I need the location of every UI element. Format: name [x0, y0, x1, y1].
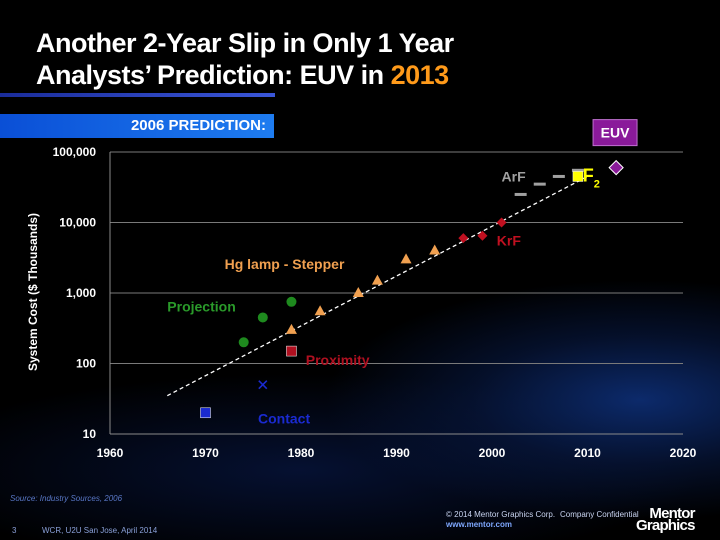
series-label-contact: Contact: [258, 411, 310, 427]
series-label-projection: Projection: [167, 298, 235, 314]
series-label-arf: ArF: [502, 169, 527, 185]
y-tick-label: 100,000: [53, 145, 97, 159]
title-prefix: Analysts’ Prediction: EUV in: [36, 60, 391, 90]
euv-label: EUV: [601, 125, 630, 141]
x-tick-label: 2020: [670, 446, 697, 460]
y-tick-label: 100: [76, 357, 96, 371]
prediction-banner: 2006 PREDICTION:: [0, 114, 274, 138]
data-point-dash: [514, 192, 527, 196]
page-number: 3: [12, 526, 17, 535]
data-point-circle: [286, 296, 297, 307]
data-point-triangle: [285, 323, 297, 334]
y-axis-label: System Cost ($ Thousands): [26, 213, 40, 371]
mentor-graphics-logo: Mentor Graphics: [636, 505, 695, 534]
trend-line: [166, 175, 588, 397]
logo-line1: Mentor: [649, 505, 695, 522]
data-point-triangle: [352, 287, 364, 297]
data-point-circle: [238, 337, 249, 348]
source-note: Source: Industry Sources, 2006: [10, 494, 123, 503]
data-point-triangle: [400, 253, 412, 264]
data-point-square: [200, 407, 211, 419]
euv-label-box: [592, 119, 638, 147]
title-underline: [0, 93, 275, 97]
website-link[interactable]: www.mentor.com: [446, 520, 512, 529]
x-tick-label: 2010: [574, 446, 601, 460]
data-point-dash: [571, 168, 584, 172]
data-point-triangle: [429, 244, 441, 255]
series-label-hg-lamp-stepper: Hg lamp - Stepper: [225, 256, 345, 272]
data-point-triangle: [314, 305, 326, 316]
data-point-dash: [552, 174, 565, 178]
y-tick-label: 1,000: [66, 286, 96, 300]
slide-title-line2: Analysts’ Prediction: EUV in 2013: [36, 60, 449, 91]
x-tick-label: 1980: [288, 446, 315, 460]
data-point-square: [286, 345, 297, 357]
logo-line2: Graphics: [636, 517, 695, 534]
confidential-notice: Company Confidential: [560, 510, 639, 519]
data-point-square: [572, 171, 584, 182]
data-point-triangle: [371, 274, 383, 285]
f2-label: F2: [583, 166, 600, 191]
series-label-proximity: Proximity: [306, 352, 370, 368]
copyright-notice: © 2014 Mentor Graphics Corp.: [446, 510, 556, 519]
x-tick-label: 1960: [97, 446, 124, 460]
data-point-x: [258, 380, 268, 390]
data-point-diamond: [477, 230, 488, 241]
x-tick-label: 1970: [192, 446, 219, 460]
data-point-diamond: [496, 217, 507, 228]
y-tick-label: 10: [83, 427, 97, 441]
data-point-diamond: [458, 233, 469, 244]
x-tick-label: 1990: [383, 446, 410, 460]
series-label-krf: KrF: [497, 233, 522, 249]
footer-event: WCR, U2U San Jose, April 2014: [42, 526, 158, 535]
data-point-diamond: [608, 159, 624, 176]
slide-title-line1: Another 2-Year Slip in Only 1 Year: [36, 28, 454, 58]
data-point-dash: [533, 182, 546, 186]
title-highlight-year: 2013: [390, 60, 450, 90]
data-point-circle: [257, 312, 268, 323]
x-tick-label: 2000: [479, 446, 506, 460]
y-tick-label: 10,000: [59, 216, 96, 230]
